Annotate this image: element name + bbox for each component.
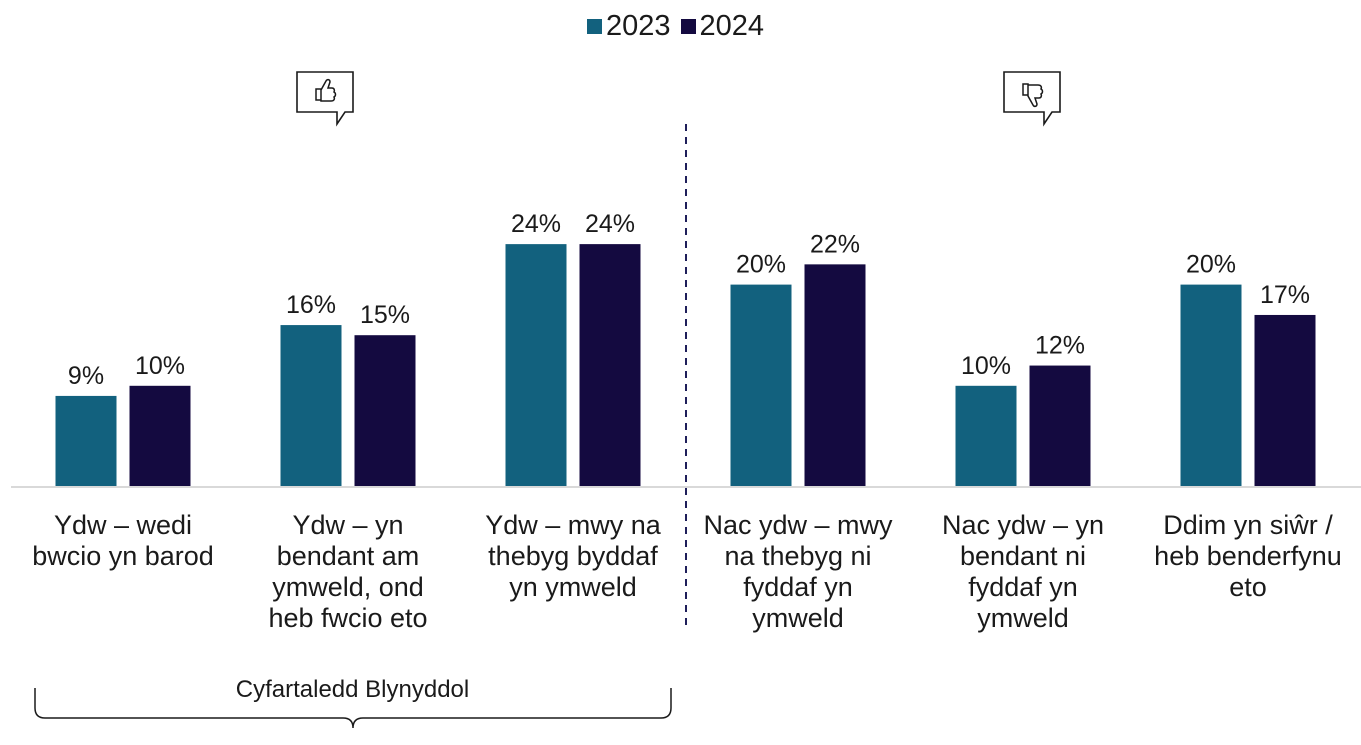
- data-label-2024-0: 10%: [135, 352, 185, 380]
- category-label-line: heb fwcio eto: [268, 603, 428, 633]
- bar-2024-2: [579, 244, 641, 487]
- legend-swatch-2023: [587, 19, 602, 34]
- category-label-2: Ydw – mwy na thebyg byddaf yn ymweld: [458, 510, 688, 603]
- data-label-2024-4: 12%: [1035, 332, 1085, 360]
- data-label-2023-4: 10%: [961, 352, 1011, 380]
- category-label-line: Ydw – yn: [292, 510, 404, 540]
- category-label-line: heb benderfynu: [1154, 541, 1342, 571]
- category-label-line: eto: [1229, 572, 1267, 602]
- legend-label-2024: 2024: [699, 10, 765, 42]
- bracket: [34, 688, 672, 729]
- bar-2023-5: [1180, 284, 1242, 487]
- category-label-line: ymweld, ond: [272, 572, 424, 602]
- category-label-line: fyddaf yn: [743, 572, 853, 602]
- data-label-2023-1: 16%: [286, 291, 336, 319]
- data-label-2023-3: 20%: [736, 251, 786, 279]
- thumbs-down-icon: [1003, 71, 1061, 127]
- category-label-line: na thebyg ni: [724, 541, 872, 571]
- legend-item-2024: 2024: [680, 10, 765, 43]
- bar-2023-3: [730, 284, 792, 487]
- category-label-line: Ddim yn siŵr /: [1163, 510, 1333, 540]
- data-label-2024-5: 17%: [1260, 281, 1310, 309]
- data-label-2024-1: 15%: [360, 301, 410, 329]
- category-label-line: bendant ni: [959, 541, 1087, 571]
- category-label-0: Ydw – wedi bwcio yn barod: [8, 510, 238, 572]
- bar-2024-4: [1029, 365, 1091, 487]
- category-label-line: Nac ydw – yn: [941, 510, 1105, 540]
- bar-2024-1: [354, 335, 416, 487]
- category-label-1: Ydw – yn bendant am ymweld, ond heb fwcio e…: [233, 510, 463, 634]
- bar-2023-1: [280, 325, 342, 487]
- category-label-line: fyddaf yn: [968, 572, 1078, 602]
- bar-2024-3: [804, 264, 866, 487]
- bar-2024-0: [129, 385, 191, 487]
- category-label-line: bwcio yn barod: [32, 541, 214, 571]
- category-label-line: thebyg byddaf: [488, 541, 658, 571]
- bar-2024-5: [1254, 314, 1316, 487]
- legend: 2023 2024: [587, 10, 774, 43]
- thumbs-up-icon: [296, 71, 354, 127]
- category-label-line: yn ymweld: [509, 572, 637, 602]
- category-label-line: Ydw – mwy na: [485, 510, 661, 540]
- bar-2023-2: [505, 244, 567, 487]
- bar-2023-4: [955, 385, 1017, 487]
- data-label-2023-5: 20%: [1186, 251, 1236, 279]
- category-label-3: Nac ydw – mwy na thebyg ni fyddaf yn ymweld: [683, 510, 913, 634]
- data-label-2023-2: 24%: [511, 210, 561, 238]
- data-label-2024-2: 24%: [585, 210, 635, 238]
- category-label-line: Ydw – wedi: [53, 510, 193, 540]
- category-label-line: Nac ydw – mwy: [703, 510, 893, 540]
- legend-item-2023: 2023: [587, 10, 671, 43]
- bracket-label: Cyfartaledd Blynyddol: [235, 676, 470, 703]
- category-label-line: bendant am: [276, 541, 420, 571]
- category-label-5: Ddim yn siŵr / heb benderfynu eto: [1133, 510, 1361, 603]
- bar-2023-0: [55, 395, 117, 487]
- data-label-2023-0: 9%: [68, 362, 104, 390]
- category-label-line: ymweld: [977, 603, 1069, 633]
- data-label-2024-3: 22%: [810, 230, 860, 258]
- legend-label-2023: 2023: [606, 10, 671, 42]
- legend-swatch-2024: [680, 19, 696, 34]
- category-label-line: ymweld: [752, 603, 844, 633]
- category-label-4: Nac ydw – yn bendant ni fyddaf yn ymweld: [908, 510, 1138, 634]
